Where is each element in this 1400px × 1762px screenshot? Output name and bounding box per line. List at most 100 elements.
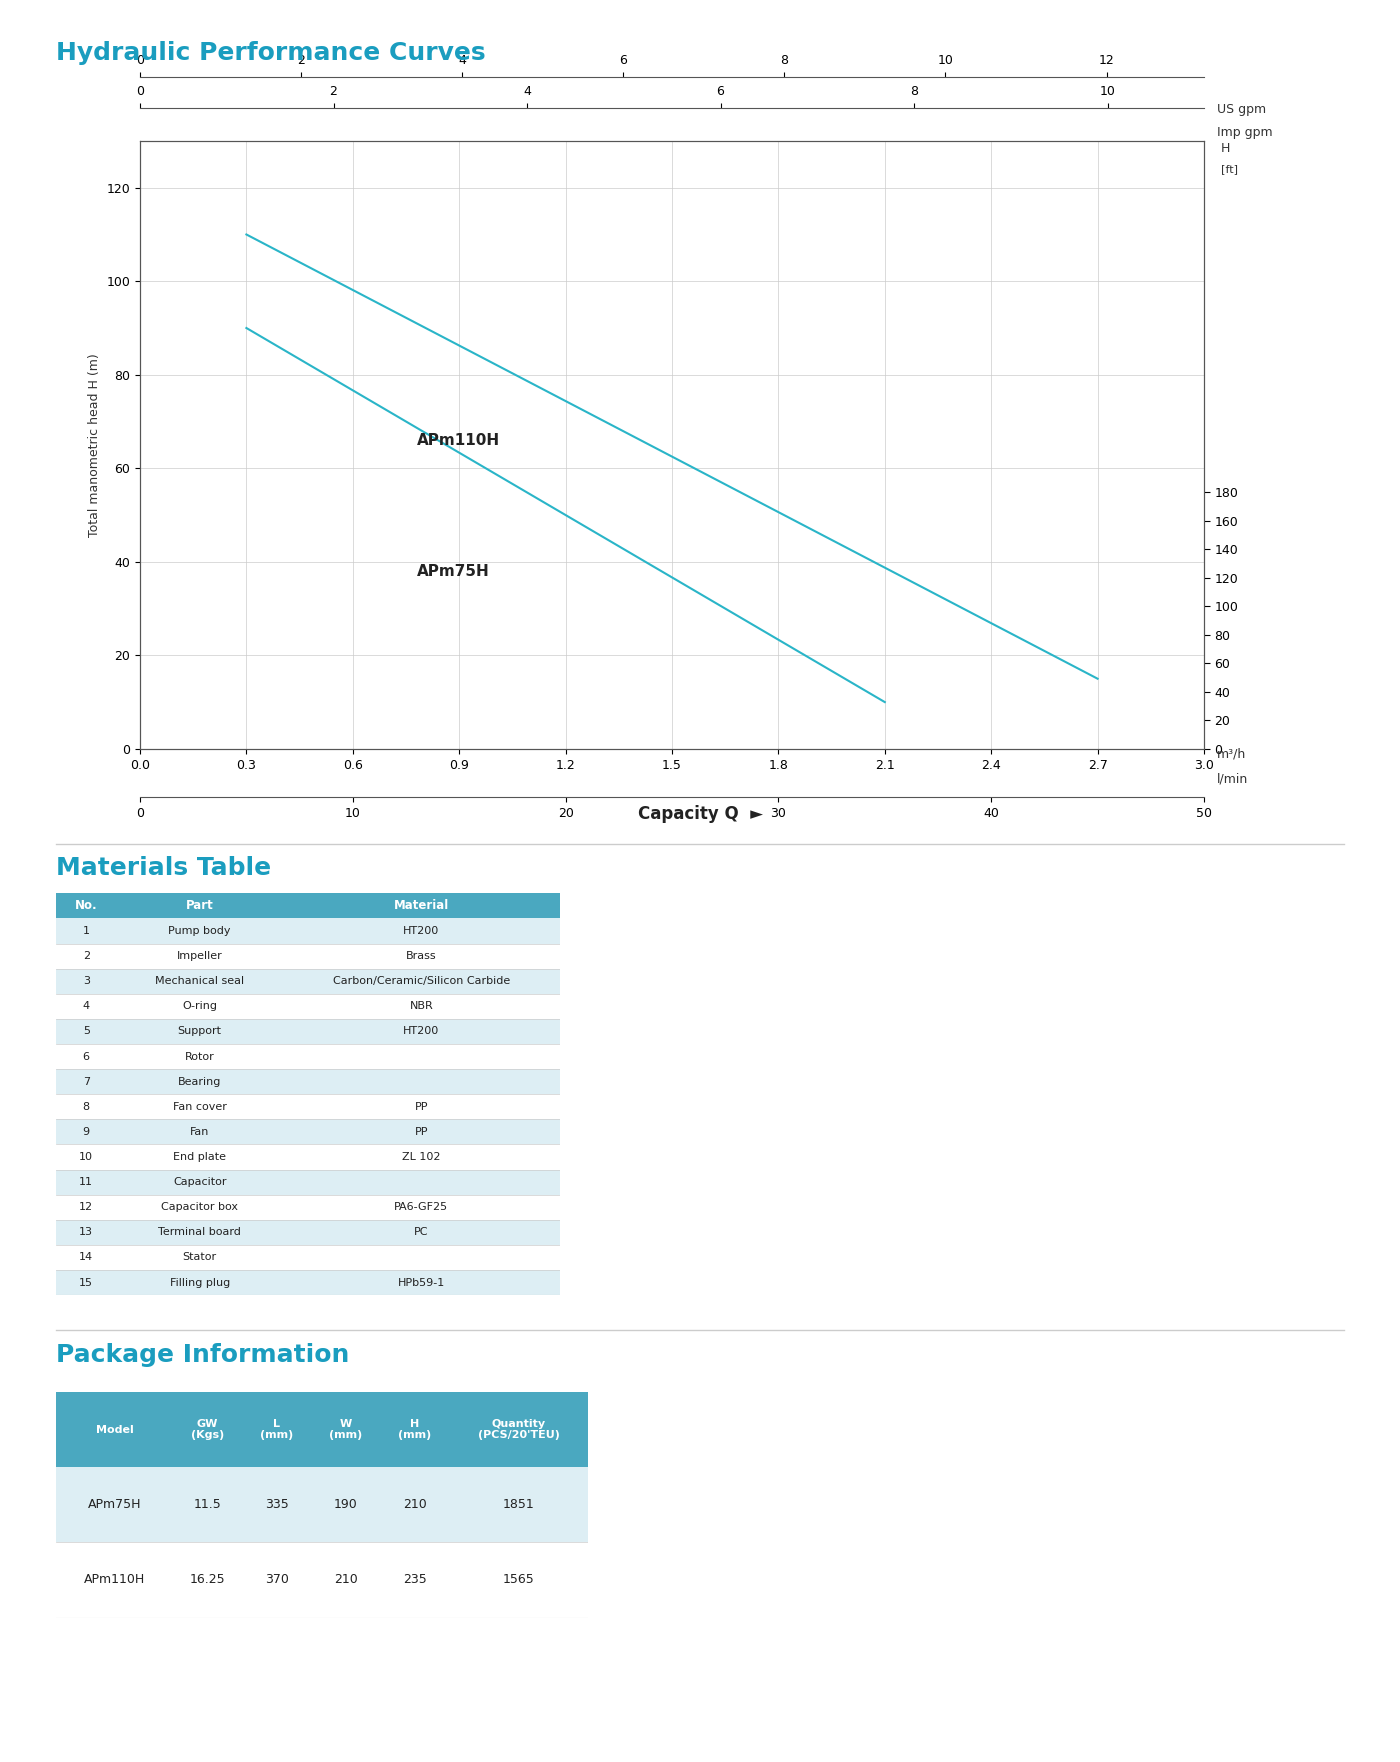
FancyBboxPatch shape	[56, 1119, 116, 1145]
Text: Impeller: Impeller	[176, 951, 223, 960]
Text: Materials Table: Materials Table	[56, 856, 272, 881]
Text: m³/h: m³/h	[1217, 747, 1246, 761]
Text: APm75H: APm75H	[88, 1498, 141, 1512]
FancyBboxPatch shape	[56, 1170, 116, 1195]
FancyBboxPatch shape	[283, 969, 560, 994]
Text: 6: 6	[83, 1052, 90, 1061]
FancyBboxPatch shape	[56, 1094, 116, 1119]
FancyBboxPatch shape	[283, 1219, 560, 1244]
Text: 1: 1	[83, 927, 90, 936]
Text: APm110H: APm110H	[417, 433, 500, 448]
Text: Pump body: Pump body	[168, 927, 231, 936]
Text: Part: Part	[186, 899, 214, 913]
Text: HT200: HT200	[403, 927, 440, 936]
FancyBboxPatch shape	[56, 1145, 116, 1170]
FancyBboxPatch shape	[56, 1043, 116, 1070]
Text: GW
(Kgs): GW (Kgs)	[190, 1418, 224, 1440]
FancyBboxPatch shape	[174, 1468, 242, 1542]
FancyBboxPatch shape	[116, 1119, 283, 1145]
Text: O-ring: O-ring	[182, 1001, 217, 1011]
FancyBboxPatch shape	[283, 944, 560, 969]
FancyBboxPatch shape	[56, 1018, 116, 1043]
Text: Hydraulic Performance Curves: Hydraulic Performance Curves	[56, 41, 486, 65]
Text: [ft]: [ft]	[1221, 164, 1238, 174]
Text: Brass: Brass	[406, 951, 437, 960]
FancyBboxPatch shape	[116, 1043, 283, 1070]
FancyBboxPatch shape	[56, 969, 116, 994]
Text: Material: Material	[393, 899, 449, 913]
Text: 1851: 1851	[503, 1498, 535, 1512]
FancyBboxPatch shape	[283, 1119, 560, 1145]
FancyBboxPatch shape	[283, 893, 560, 918]
FancyBboxPatch shape	[283, 1270, 560, 1295]
FancyBboxPatch shape	[311, 1468, 381, 1542]
FancyBboxPatch shape	[116, 1170, 283, 1195]
FancyBboxPatch shape	[283, 1244, 560, 1270]
Text: ZL 102: ZL 102	[402, 1152, 441, 1161]
Text: No.: No.	[76, 899, 98, 913]
FancyBboxPatch shape	[174, 1392, 242, 1468]
FancyBboxPatch shape	[56, 944, 116, 969]
Y-axis label: Total manometric head H (m): Total manometric head H (m)	[88, 352, 101, 537]
Text: 210: 210	[335, 1573, 358, 1586]
Text: 15: 15	[80, 1277, 94, 1288]
Text: 335: 335	[265, 1498, 288, 1512]
FancyBboxPatch shape	[116, 918, 283, 944]
FancyBboxPatch shape	[174, 1542, 242, 1618]
Text: Stator: Stator	[182, 1253, 217, 1262]
FancyBboxPatch shape	[449, 1392, 588, 1468]
FancyBboxPatch shape	[116, 1219, 283, 1244]
Text: 11: 11	[80, 1177, 94, 1188]
Text: 4: 4	[83, 1001, 90, 1011]
FancyBboxPatch shape	[56, 1195, 116, 1219]
Text: 5: 5	[83, 1027, 90, 1036]
FancyBboxPatch shape	[56, 1244, 116, 1270]
FancyBboxPatch shape	[56, 1542, 174, 1618]
FancyBboxPatch shape	[311, 1392, 381, 1468]
Text: Fan cover: Fan cover	[172, 1101, 227, 1112]
FancyBboxPatch shape	[56, 1468, 174, 1542]
Text: Capacitor: Capacitor	[172, 1177, 227, 1188]
Text: 210: 210	[403, 1498, 427, 1512]
FancyBboxPatch shape	[56, 1270, 116, 1295]
Text: 2: 2	[83, 951, 90, 960]
FancyBboxPatch shape	[56, 1392, 174, 1468]
FancyBboxPatch shape	[116, 1195, 283, 1219]
Text: Imp gpm: Imp gpm	[1217, 125, 1273, 139]
Text: APm75H: APm75H	[417, 564, 490, 580]
Text: Filling plug: Filling plug	[169, 1277, 230, 1288]
FancyBboxPatch shape	[283, 1195, 560, 1219]
FancyBboxPatch shape	[283, 1018, 560, 1043]
FancyBboxPatch shape	[116, 994, 283, 1018]
FancyBboxPatch shape	[56, 1070, 116, 1094]
Text: PP: PP	[414, 1101, 428, 1112]
Text: HPb59-1: HPb59-1	[398, 1277, 445, 1288]
Text: Bearing: Bearing	[178, 1077, 221, 1087]
FancyBboxPatch shape	[449, 1468, 588, 1542]
Text: Rotor: Rotor	[185, 1052, 214, 1061]
FancyBboxPatch shape	[242, 1468, 311, 1542]
Text: Model: Model	[95, 1424, 133, 1434]
Text: Mechanical seal: Mechanical seal	[155, 976, 244, 987]
Text: US gpm: US gpm	[1217, 102, 1266, 116]
Text: 11.5: 11.5	[193, 1498, 221, 1512]
Text: H
(mm): H (mm)	[399, 1418, 431, 1440]
FancyBboxPatch shape	[381, 1392, 449, 1468]
Text: PP: PP	[414, 1128, 428, 1136]
Text: NBR: NBR	[410, 1001, 433, 1011]
Text: L
(mm): L (mm)	[260, 1418, 294, 1440]
FancyBboxPatch shape	[381, 1468, 449, 1542]
Text: H: H	[1221, 141, 1231, 155]
FancyBboxPatch shape	[449, 1542, 588, 1618]
Text: PC: PC	[414, 1228, 428, 1237]
Text: 13: 13	[80, 1228, 94, 1237]
FancyBboxPatch shape	[56, 1219, 116, 1244]
Text: End plate: End plate	[174, 1152, 227, 1161]
Text: Package Information: Package Information	[56, 1343, 350, 1367]
FancyBboxPatch shape	[56, 893, 116, 918]
Text: 190: 190	[335, 1498, 358, 1512]
Text: 8: 8	[83, 1101, 90, 1112]
Text: 10: 10	[80, 1152, 94, 1161]
Text: 14: 14	[80, 1253, 94, 1262]
Text: Carbon/Ceramic/Silicon Carbide: Carbon/Ceramic/Silicon Carbide	[333, 976, 510, 987]
